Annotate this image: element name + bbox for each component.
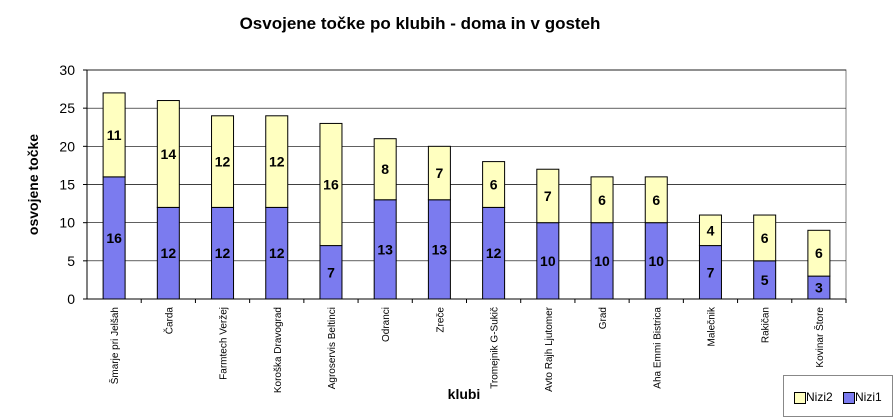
bar-nizi2 [698,214,722,247]
x-tick-label: Malečnik [706,306,717,346]
data-label: 10 [594,253,610,269]
data-label: 16 [106,230,122,246]
x-tick-label: Koroška Dravograd [273,307,284,393]
data-label: 6 [761,230,769,246]
bar-nizi2 [373,138,397,201]
bar-nizi2 [102,92,126,178]
legend-swatch-nizi2 [794,392,806,404]
x-tick-label: Avto Rajh Ljutomer [544,306,555,392]
legend-swatch-nizi1 [843,392,855,404]
data-label: 8 [381,161,389,177]
bar-nizi2 [590,176,614,224]
bar-nizi2 [156,100,180,208]
x-tick-label: Čarda [162,307,175,335]
legend: Nizi2 Nizi1 [783,375,893,417]
y-tick-label: 10 [59,215,75,231]
data-label: 7 [435,165,443,181]
data-label: 7 [707,264,715,280]
x-tick-label: Odranci [381,307,392,342]
legend-label-nizi2: Nizi2 [806,390,833,404]
bar-nizi2 [644,176,668,224]
data-label: 7 [544,188,552,204]
chart-title: Osvojene točke po klubih - doma in v gos… [239,14,601,33]
data-label: 12 [486,245,502,261]
data-label: 13 [432,241,448,257]
data-label: 13 [377,241,393,257]
data-label: 12 [269,245,285,261]
bar-nizi2 [319,122,343,247]
x-tick-label: Farmtech Veržej [219,307,230,380]
data-label: 10 [648,253,664,269]
x-axis-title: klubi [448,386,481,402]
x-tick-label: Agroservis Beltinci [327,307,338,389]
x-tick-label: Aha Emmi Bistrica [652,307,663,389]
bar-nizi2 [427,145,451,201]
bar-nizi2 [807,229,831,277]
bar-nizi2 [536,168,560,224]
data-label: 12 [215,154,231,170]
data-label: 11 [107,127,122,143]
data-label: 10 [540,253,556,269]
y-tick-label: 30 [59,62,75,78]
bar-nizi2 [753,214,777,262]
y-tick-label: 15 [59,177,75,193]
data-label: 3 [815,280,823,296]
x-tick-label: Grad [598,307,609,329]
data-label: 6 [652,192,660,208]
data-label: 14 [161,146,177,162]
bar-nizi2 [211,115,235,208]
data-label: 7 [327,264,335,280]
bar-nizi2 [265,115,289,208]
bar-nizi2 [482,161,506,208]
x-tick-label: Šmarje pri Jelšah [108,307,121,384]
data-label: 4 [707,222,715,238]
data-label: 6 [815,245,823,261]
x-tick-label: Zreče [435,307,446,333]
y-axis-title: osvojene točke [25,134,41,235]
legend-label-nizi1: Nizi1 [855,390,882,404]
y-tick-label: 5 [67,253,75,269]
x-tick-label: Rakičan [761,307,772,343]
y-tick-label: 0 [67,291,75,307]
y-tick-label: 20 [59,138,75,154]
data-label: 12 [161,245,177,261]
data-label: 12 [215,245,231,261]
data-label: 6 [598,192,606,208]
x-tick-label: Tromejnik G-Sukič [490,307,501,389]
x-tick-label: Kovinar Štore [813,307,826,368]
data-label: 12 [269,154,285,170]
data-label: 5 [761,272,769,288]
data-label: 6 [490,177,498,193]
y-tick-label: 25 [59,100,75,116]
data-label: 16 [323,177,339,193]
